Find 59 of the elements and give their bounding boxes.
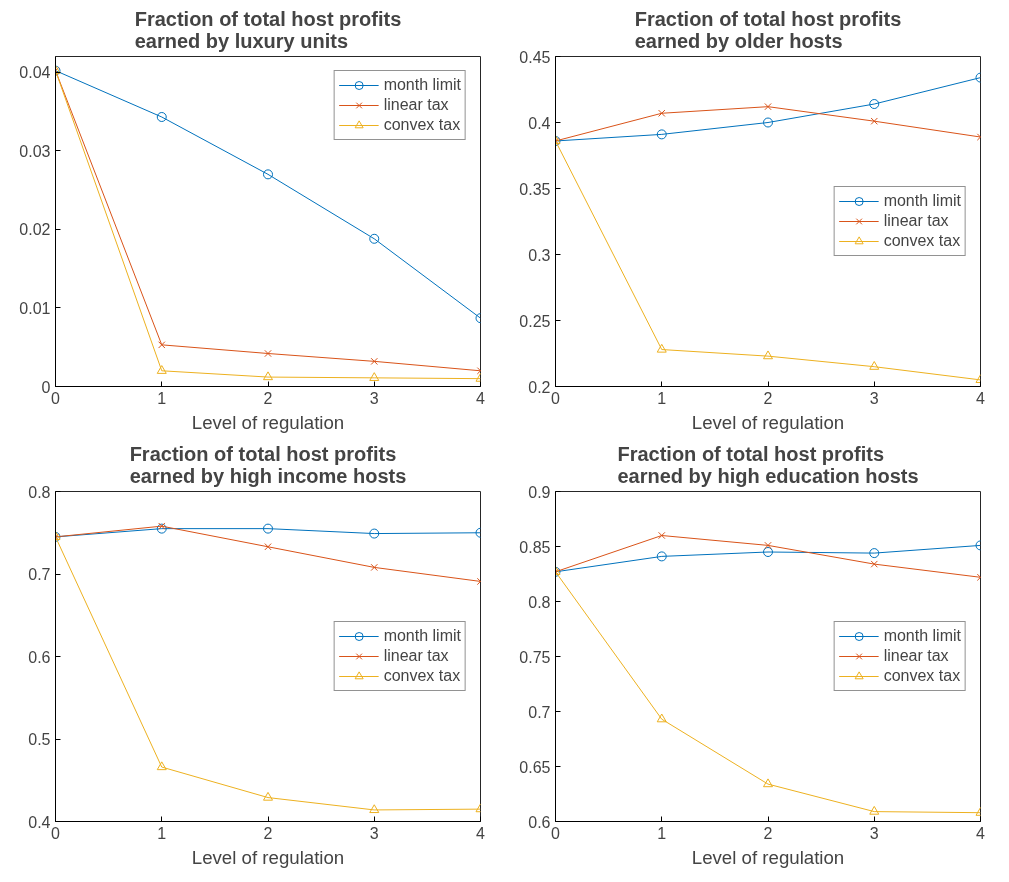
x-tick-label: 2 [263, 824, 273, 842]
y-tick-label: 0.65 [519, 758, 551, 776]
x-tick-label: 4 [976, 389, 986, 407]
x-tick-label: 1 [657, 824, 667, 842]
y-tick-label: 0.25 [519, 312, 551, 330]
legend-label: month limit [883, 192, 961, 210]
y-tick-label: 0.6 [528, 813, 551, 831]
x-tick-label: 3 [869, 389, 879, 407]
x-tick-label: 2 [263, 389, 273, 407]
chart-title: Fraction of total host profits earned by high income hosts [129, 442, 407, 487]
x-tick-label: 1 [157, 824, 167, 842]
x-tick-label: 4 [476, 824, 486, 842]
x-tick-label: 1 [657, 389, 667, 407]
y-tick-label: 0.9 [528, 483, 551, 501]
legend-label: convex tax [383, 116, 461, 134]
legend-label: convex tax [383, 667, 461, 685]
x-axis-title: Level of regulation [191, 846, 345, 868]
legend-label: convex tax [883, 232, 961, 250]
x-tick-label: 1 [157, 389, 167, 407]
x-tick-label: 3 [369, 389, 379, 407]
chart-title: Fraction of total host profits earned by luxury units [134, 7, 402, 52]
x-tick-label: 4 [976, 824, 986, 842]
x-axis-title: Level of regulation [191, 411, 345, 433]
y-tick-label: 0.03 [19, 142, 51, 160]
y-tick-label: 0.4 [528, 114, 551, 132]
legend-label: month limit [383, 627, 461, 645]
y-tick-label: 0.6 [28, 648, 51, 666]
y-tick-label: 0.7 [528, 703, 551, 721]
y-tick-label: 0.85 [519, 538, 551, 556]
chart-title: Fraction of total host profits earned by high education hosts [617, 442, 919, 487]
y-tick-label: 0.01 [19, 299, 51, 317]
y-tick-label: 0.8 [528, 593, 551, 611]
x-axis-title: Level of regulation [691, 411, 845, 433]
x-axis-title: Level of regulation [691, 846, 845, 868]
y-tick-label: 0.4 [28, 813, 51, 831]
legend-label: month limit [883, 627, 961, 645]
legend-label: linear tax [883, 212, 949, 230]
chart-title: Fraction of total host profits earned by older hosts [634, 7, 902, 52]
x-tick-label: 2 [763, 389, 773, 407]
y-tick-label: 0.35 [519, 180, 551, 198]
y-tick-label: 0.04 [19, 64, 51, 82]
y-tick-label: 0.3 [528, 246, 551, 264]
legend-label: linear tax [383, 647, 449, 665]
y-tick-label: 0.75 [519, 648, 551, 666]
y-tick-label: 0.7 [28, 566, 51, 583]
x-tick-label: 4 [476, 389, 486, 407]
y-tick-label: 0.8 [28, 483, 51, 501]
y-tick-label: 0.5 [28, 731, 51, 748]
legend-label: linear tax [383, 96, 449, 114]
legend-label: linear tax [883, 647, 949, 665]
y-tick-label: 0.2 [528, 378, 551, 396]
legend-label: month limit [383, 76, 461, 94]
y-tick-label: 0.45 [519, 48, 551, 66]
y-tick-label: 0 [41, 378, 51, 396]
x-tick-label: 3 [869, 824, 879, 842]
x-tick-label: 3 [369, 824, 379, 842]
y-tick-label: 0.02 [19, 221, 51, 239]
x-tick-label: 2 [763, 824, 773, 842]
legend-label: convex tax [883, 667, 961, 685]
